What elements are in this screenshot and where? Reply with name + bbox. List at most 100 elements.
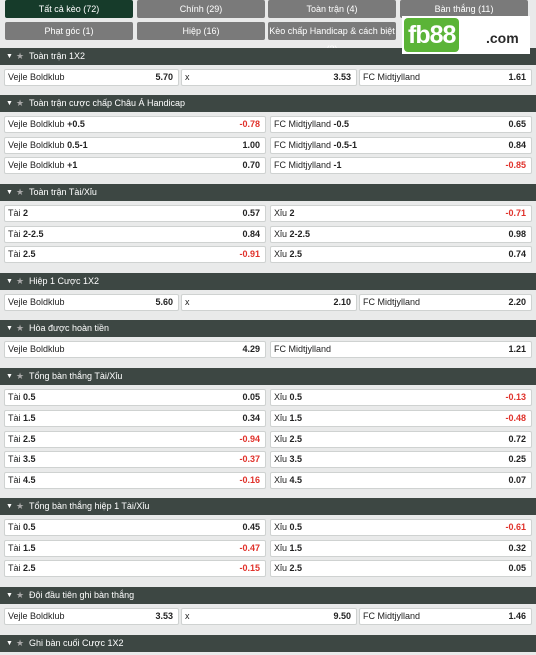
odds-cell[interactable]: Xỉu 4.5 0.07	[270, 472, 532, 489]
tab-handicap[interactable]: Kèo chấp Handicap & cách biệt (3)	[268, 22, 396, 54]
tab-full-match[interactable]: Toàn trận (4)	[268, 0, 396, 18]
favorite-star-icon[interactable]: ★	[16, 98, 25, 108]
selection-name: FC Midtjylland	[363, 72, 421, 82]
odds-cell[interactable]: FC Midtjylland -0.5 0.65	[270, 116, 532, 133]
collapse-chevron-icon[interactable]: ▼	[6, 278, 13, 285]
favorite-star-icon[interactable]: ★	[16, 323, 25, 333]
odds-cell[interactable]: Xỉu 2.5 0.74	[270, 246, 532, 263]
tab-main[interactable]: Chính (29)	[137, 0, 265, 18]
odds-cell[interactable]: Tài 3.5 -0.37	[4, 451, 266, 468]
odds-cell[interactable]: Tài 0.5 0.05	[4, 389, 266, 406]
collapse-chevron-icon[interactable]: ▼	[6, 189, 13, 196]
odds-cell[interactable]: Vejle Boldklub 5.70	[4, 69, 179, 86]
odds-cell[interactable]: FC Midtjylland -0.5-1 0.84	[270, 137, 532, 154]
odds-cell[interactable]: Vejle Boldklub 5.60	[4, 294, 179, 311]
odds-cell[interactable]: FC Midtjylland 1.61	[359, 69, 532, 86]
odds-cell[interactable]: Tài 1.5 -0.47	[4, 540, 266, 557]
collapse-chevron-icon[interactable]: ▼	[6, 373, 13, 380]
selection-label: FC Midtjylland	[274, 342, 331, 357]
odds-cell[interactable]: x 3.53	[181, 69, 357, 86]
selection-name: Xỉu	[274, 392, 288, 402]
odds-value: -0.13	[505, 392, 526, 402]
selection-name: Vejle Boldklub	[8, 119, 65, 129]
odds-cell[interactable]: Tài 1.5 0.34	[4, 410, 266, 427]
favorite-star-icon[interactable]: ★	[16, 638, 25, 648]
odds-cell[interactable]: Vejle Boldklub +1 0.70	[4, 157, 266, 174]
selection-label: x	[185, 70, 190, 85]
section-header-first-team-to-score[interactable]: ▼ ★ Đội đầu tiên ghi bàn thắng	[0, 587, 536, 604]
odds-cell[interactable]: Tài 2-2.5 0.84	[4, 226, 266, 243]
odds-cell[interactable]: Vejle Boldklub 0.5-1 1.00	[4, 137, 266, 154]
odds-cell[interactable]: Xỉu 2 -0.71	[270, 205, 532, 222]
section-title: Toàn trận 1X2	[29, 51, 86, 61]
odds-cell[interactable]: Vejle Boldklub 4.29	[4, 341, 266, 358]
handicap-line: +1	[67, 160, 78, 170]
odds-cell[interactable]: Tài 2.5 -0.94	[4, 431, 266, 448]
collapse-chevron-icon[interactable]: ▼	[6, 503, 13, 510]
odds-cell[interactable]: Tài 2.5 -0.91	[4, 246, 266, 263]
collapse-chevron-icon[interactable]: ▼	[6, 640, 13, 647]
odds-cell[interactable]: FC Midtjylland 1.46	[359, 608, 532, 625]
selection-name: FC Midtjylland	[363, 611, 421, 621]
section-header-over-under[interactable]: ▼ ★ Toàn trận Tài/Xỉu	[0, 184, 536, 201]
odds-cell[interactable]: Tài 4.5 -0.16	[4, 472, 266, 489]
odds-cell[interactable]: Xỉu 0.5 -0.13	[270, 389, 532, 406]
odds-cell[interactable]: Xỉu 2.5 0.05	[270, 560, 532, 577]
odds-cell[interactable]: x 9.50	[181, 608, 357, 625]
collapse-chevron-icon[interactable]: ▼	[6, 53, 13, 60]
selection-label: Xỉu 3.5	[274, 452, 302, 467]
collapse-chevron-icon[interactable]: ▼	[6, 592, 13, 599]
odds-cell[interactable]: Xỉu 1.5 0.32	[270, 540, 532, 557]
section-header-last-goal-1x2[interactable]: ▼ ★ Ghi bàn cuối Cược 1X2	[0, 635, 536, 652]
tab-halves[interactable]: Hiệp (16)	[137, 22, 265, 40]
collapse-chevron-icon[interactable]: ▼	[6, 100, 13, 107]
favorite-star-icon[interactable]: ★	[16, 371, 25, 381]
selection-label: Vejle Boldklub	[8, 70, 65, 85]
selection-name: Xỉu	[274, 563, 288, 573]
selection-name: Tài	[8, 543, 21, 553]
odds-cell[interactable]: Xỉu 3.5 0.25	[270, 451, 532, 468]
odds-cell[interactable]: Xỉu 1.5 -0.48	[270, 410, 532, 427]
selection-name: Xỉu	[274, 229, 288, 239]
favorite-star-icon[interactable]: ★	[16, 276, 25, 286]
favorite-star-icon[interactable]: ★	[16, 187, 25, 197]
tab-all-markets[interactable]: Tất cả kèo (72)	[5, 0, 133, 18]
odds-cell[interactable]: Tài 0.5 0.45	[4, 519, 266, 536]
section-header-first-half-1x2[interactable]: ▼ ★ Hiệp 1 Cược 1X2	[0, 273, 536, 290]
selection-label: Xỉu 1.5	[274, 411, 302, 426]
odds-cell[interactable]: Vejle Boldklub +0.5 -0.78	[4, 116, 266, 133]
odds-cell[interactable]: Tài 2.5 -0.15	[4, 560, 266, 577]
section-title: Toàn trận cược chấp Châu Á Handicap	[29, 98, 186, 108]
odds-cell[interactable]: Tài 2 0.57	[4, 205, 266, 222]
odds-cell[interactable]: FC Midtjylland 2.20	[359, 294, 532, 311]
odds-cell[interactable]: Vejle Boldklub 3.53	[4, 608, 179, 625]
selection-label: Xỉu 4.5	[274, 473, 302, 488]
handicap-line: 2	[289, 208, 295, 218]
odds-cell[interactable]: Xỉu 0.5 -0.61	[270, 519, 532, 536]
favorite-star-icon[interactable]: ★	[16, 501, 25, 511]
selection-label: FC Midtjylland	[363, 609, 420, 624]
odds-cell[interactable]: Xỉu 2.5 0.72	[270, 431, 532, 448]
tab-goals[interactable]: Bàn thắng (11)	[400, 0, 528, 18]
odds-value: -0.61	[505, 522, 526, 532]
odds-value: 2.20	[508, 297, 526, 307]
odds-value: -0.16	[239, 475, 260, 485]
odds-cell[interactable]: x 2.10	[181, 294, 357, 311]
tab-corners[interactable]: Phạt góc (1)	[5, 22, 133, 40]
odds-cell[interactable]: FC Midtjylland -1 -0.85	[270, 157, 532, 174]
favorite-star-icon[interactable]: ★	[16, 590, 25, 600]
section-header-asian-handicap[interactable]: ▼ ★ Toàn trận cược chấp Châu Á Handicap	[0, 95, 536, 112]
odds-cell[interactable]: FC Midtjylland 1.21	[270, 341, 532, 358]
section-header-first-half-total-goals[interactable]: ▼ ★ Tổng bàn thắng hiệp 1 Tài/Xỉu	[0, 498, 536, 515]
selection-label: Xỉu 0.5	[274, 390, 302, 405]
selection-label: Tài 1.5	[8, 411, 36, 426]
collapse-chevron-icon[interactable]: ▼	[6, 325, 13, 332]
favorite-star-icon[interactable]: ★	[16, 51, 25, 61]
selection-label: FC Midtjylland	[363, 295, 420, 310]
odds-cell[interactable]: Xỉu 2-2.5 0.98	[270, 226, 532, 243]
section-header-total-goals[interactable]: ▼ ★ Tổng bàn thắng Tài/Xỉu	[0, 368, 536, 385]
odds-value: 0.72	[508, 434, 526, 444]
selection-name: Xỉu	[274, 208, 288, 218]
section-title: Hòa được hoàn tiền	[29, 323, 109, 333]
section-header-draw-no-bet[interactable]: ▼ ★ Hòa được hoàn tiền	[0, 320, 536, 337]
